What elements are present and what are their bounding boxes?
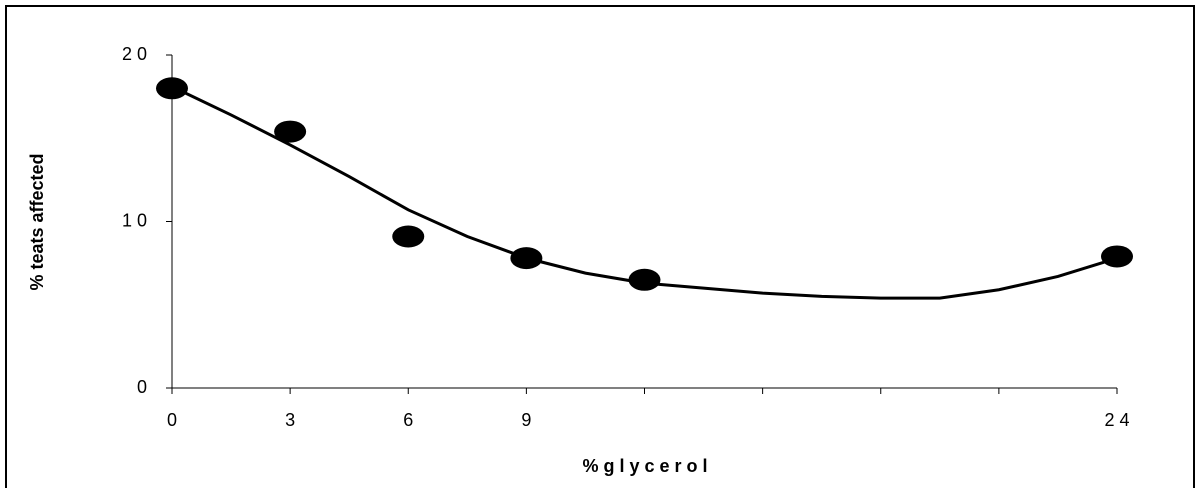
y-axis-title: % teats affected [27, 153, 47, 290]
data-point [274, 120, 307, 143]
data-point [156, 77, 188, 100]
x-tick-label: 0 [167, 410, 177, 430]
y-tick-label: 1 0 [122, 210, 147, 230]
y-tick-label: 0 [137, 377, 147, 397]
chart-frame [5, 5, 1195, 488]
x-tick-label: 3 [285, 410, 295, 430]
y-tick-label: 2 0 [122, 44, 147, 64]
data-point [1101, 245, 1133, 268]
x-tick-label: 2 4 [1104, 410, 1129, 430]
data-point [392, 225, 425, 248]
data-point [510, 247, 543, 270]
x-tick-label: 6 [403, 410, 413, 430]
x-tick-label: 9 [521, 410, 531, 430]
data-point [628, 268, 661, 291]
trend-line [171, 85, 1118, 300]
x-axis-title: % g l y c e r o l [582, 456, 707, 476]
